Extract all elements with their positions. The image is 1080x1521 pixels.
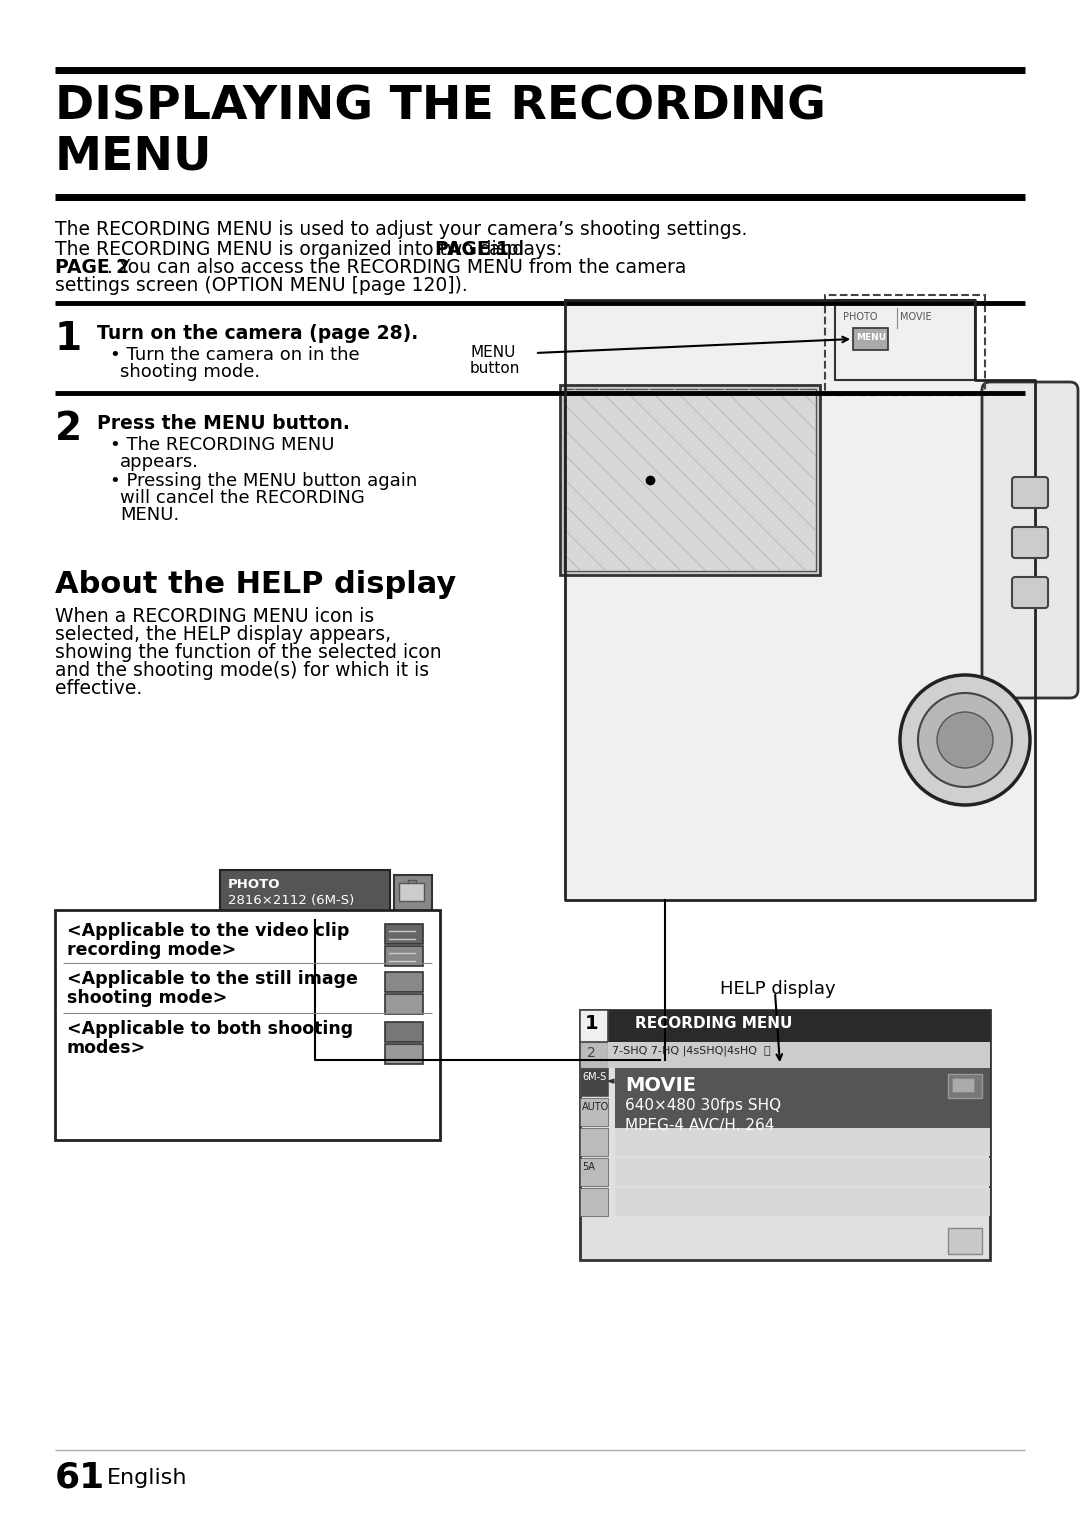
Text: <Applicable to the still image: <Applicable to the still image (67, 970, 357, 989)
Bar (384, 1043, 423, 1065)
Text: showing the function of the selected icon: showing the function of the selected ico… (55, 643, 442, 662)
Bar (580, 1129, 608, 1156)
Text: 2816×2112 (6M-S): 2816×2112 (6M-S) (228, 894, 354, 907)
Text: • Turn the camera on in the: • Turn the camera on in the (110, 345, 360, 364)
Bar (615, 1188, 990, 1215)
Bar (608, 1010, 990, 1042)
Bar (384, 1022, 423, 1042)
Text: settings screen (OPTION MENU [page 120]).: settings screen (OPTION MENU [page 120])… (55, 275, 468, 295)
Bar (615, 1157, 990, 1186)
Text: MENU.: MENU. (120, 506, 179, 525)
Bar (384, 972, 423, 992)
Text: PAGE 2: PAGE 2 (55, 259, 130, 277)
Text: DISPLAYING THE RECORDING: DISPLAYING THE RECORDING (55, 85, 826, 129)
Text: and the shooting mode(s) for which it is: and the shooting mode(s) for which it is (55, 662, 429, 680)
Text: Turn on the camera (page 28).: Turn on the camera (page 28). (97, 324, 418, 344)
Text: 61: 61 (55, 1460, 105, 1494)
Text: 640×480 30fps SHQ: 640×480 30fps SHQ (625, 1098, 781, 1113)
Bar (615, 1129, 990, 1156)
Text: MOVIE: MOVIE (900, 312, 932, 322)
Text: will cancel the RECORDING: will cancel the RECORDING (120, 488, 365, 506)
Bar (835, 300, 975, 380)
Text: 6M-S: 6M-S (582, 1072, 606, 1081)
Text: <Applicable to both shooting: <Applicable to both shooting (67, 1021, 353, 1037)
Text: • Pressing the MENU button again: • Pressing the MENU button again (110, 472, 417, 490)
Bar (580, 1010, 608, 1042)
Bar (384, 946, 423, 966)
Bar (220, 870, 390, 920)
Text: MOVIE: MOVIE (625, 1075, 696, 1095)
Text: • The RECORDING MENU: • The RECORDING MENU (110, 437, 335, 453)
Text: 1: 1 (55, 319, 82, 357)
FancyBboxPatch shape (1012, 576, 1048, 608)
Text: English: English (107, 1468, 188, 1488)
Polygon shape (565, 300, 1035, 900)
Bar (399, 884, 424, 900)
Circle shape (937, 712, 993, 768)
Text: PAGE 1: PAGE 1 (435, 240, 509, 259)
Bar (615, 1068, 990, 1156)
Bar (608, 1042, 990, 1068)
Bar (384, 995, 423, 1015)
Text: <Applicable to the video clip: <Applicable to the video clip (67, 922, 349, 940)
Circle shape (900, 675, 1030, 805)
Text: MENU: MENU (856, 333, 886, 342)
Text: PHOTO: PHOTO (228, 878, 281, 891)
Bar (580, 1042, 608, 1068)
Text: PHOTO: PHOTO (843, 312, 877, 322)
Bar (825, 295, 985, 395)
Text: button: button (470, 360, 521, 376)
Text: ◄: ◄ (606, 1075, 615, 1086)
Text: MENU: MENU (470, 345, 515, 360)
Text: About the HELP display: About the HELP display (55, 570, 456, 599)
Bar (564, 389, 816, 570)
Bar (394, 875, 432, 913)
Text: 5A: 5A (582, 1162, 595, 1173)
Text: Press the MENU button.: Press the MENU button. (97, 414, 350, 433)
Text: 1: 1 (585, 1015, 598, 1033)
FancyBboxPatch shape (1012, 526, 1048, 558)
Bar (561, 385, 820, 575)
Text: recording mode>: recording mode> (67, 941, 237, 960)
Text: modes>: modes> (67, 1039, 146, 1057)
FancyBboxPatch shape (982, 382, 1078, 698)
Text: shooting mode.: shooting mode. (120, 364, 260, 380)
Text: The RECORDING MENU is organized into two displays:: The RECORDING MENU is organized into two… (55, 240, 568, 259)
Bar (580, 1157, 608, 1186)
Text: MPEG-4 AVC/H. 264: MPEG-4 AVC/H. 264 (625, 1118, 774, 1133)
Bar (948, 1227, 982, 1253)
Bar (951, 1078, 974, 1092)
Text: . You can also access the RECORDING MENU from the camera: . You can also access the RECORDING MENU… (107, 259, 687, 277)
Text: 2: 2 (588, 1046, 596, 1060)
Bar (580, 1188, 608, 1215)
Text: HELP display: HELP display (720, 980, 836, 998)
Bar (948, 1074, 982, 1098)
Text: shooting mode>: shooting mode> (67, 989, 228, 1007)
Bar (580, 1098, 608, 1126)
Text: and: and (483, 240, 524, 259)
Text: appears.: appears. (120, 453, 199, 472)
Bar (580, 1068, 608, 1097)
Bar (384, 923, 423, 945)
Text: 7-SHQ 7-HQ |4sSHQ|4sHQ  🎤: 7-SHQ 7-HQ |4sSHQ|4sHQ 🎤 (612, 1046, 771, 1057)
Text: When a RECORDING MENU icon is: When a RECORDING MENU icon is (55, 607, 375, 627)
Text: AUTO: AUTO (582, 1103, 609, 1112)
Bar (853, 329, 888, 350)
Text: The RECORDING MENU is used to adjust your camera’s shooting settings.: The RECORDING MENU is used to adjust you… (55, 221, 747, 239)
Circle shape (918, 694, 1012, 786)
Text: selected, the HELP display appears,: selected, the HELP display appears, (55, 625, 391, 643)
Text: MENU: MENU (55, 135, 213, 179)
Text: 2: 2 (55, 411, 82, 449)
Bar (580, 1010, 990, 1259)
Text: effective.: effective. (55, 678, 143, 698)
FancyBboxPatch shape (1012, 478, 1048, 508)
Text: RECORDING MENU: RECORDING MENU (635, 1016, 793, 1031)
Bar (55, 910, 440, 1141)
